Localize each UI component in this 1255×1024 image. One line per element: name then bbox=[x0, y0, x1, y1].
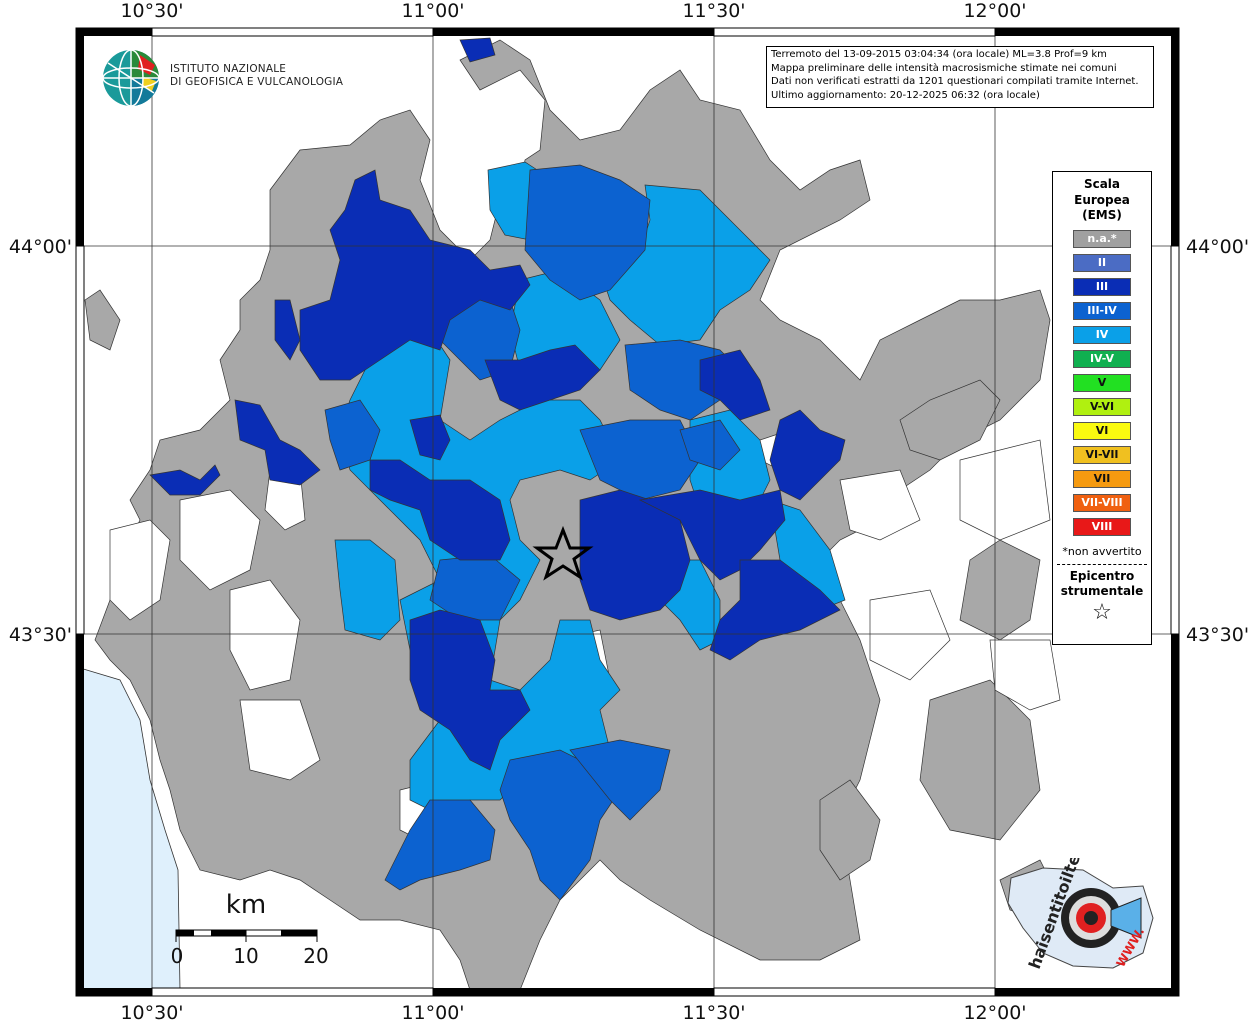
event-info-line: Terremoto del 13-09-2015 03:04:34 (ora l… bbox=[771, 49, 1107, 60]
lon-label-bottom: 10°30' bbox=[120, 1002, 183, 1024]
scale-bar-segment bbox=[176, 930, 194, 936]
lon-label-top: 11°30' bbox=[682, 0, 745, 22]
legend-swatch: n.a.* bbox=[1073, 229, 1131, 248]
legend-swatch: VI-VII bbox=[1073, 445, 1131, 464]
legend-swatch: VII bbox=[1073, 469, 1131, 488]
legend-swatch: III bbox=[1073, 277, 1131, 296]
lat-label-right: 44°00' bbox=[1186, 236, 1249, 258]
legend-swatch: V bbox=[1073, 373, 1131, 392]
legend-title-line: Scala bbox=[1083, 177, 1121, 191]
intensity-legend: Scala Europea (EMS) n.a.* II III III-IV IV IV… bbox=[1052, 171, 1152, 645]
scale-bar-segment bbox=[281, 930, 317, 936]
legend-swatch: II bbox=[1073, 253, 1131, 272]
graticule bbox=[80, 28, 1177, 992]
legend-swatch: VIII bbox=[1073, 517, 1131, 536]
scale-bar-segment bbox=[211, 930, 246, 936]
map-frame bbox=[75, 27, 1180, 997]
legend-title-line: (EMS) bbox=[1082, 208, 1122, 222]
legend-epicenter-label: Epicentro strumentale bbox=[1053, 569, 1151, 599]
event-info-line: Mappa preliminare delle intensità macros… bbox=[771, 62, 1117, 74]
scale-tick-label: 10 bbox=[233, 944, 258, 968]
na-municipalities bbox=[84, 39, 1061, 991]
legend-title-line: Europea bbox=[1074, 192, 1130, 207]
legend-swatch: VII-VIII bbox=[1073, 493, 1131, 512]
axis-labels: 10°30' 11°00' 11°30' 12°00' 10°30' 11°00… bbox=[9, 0, 1249, 1024]
ingv-logo: ISTITUTO NAZIONALE DI GEOFISICA E VULCAN… bbox=[100, 47, 343, 109]
legend-swatch: IV bbox=[1073, 325, 1131, 344]
scale-tick-label: 0 bbox=[171, 944, 184, 968]
legend-swatch: IV-V bbox=[1073, 349, 1131, 368]
lat-label-left: 44°00' bbox=[9, 236, 72, 258]
scale-bar: km 0 10 20 bbox=[160, 888, 340, 968]
lon-label-top: 12°00' bbox=[963, 0, 1026, 22]
ingv-line-1: ISTITUTO NAZIONALE bbox=[170, 63, 287, 75]
legend-note: *non avvertito bbox=[1062, 544, 1142, 558]
intensity-iii-areas bbox=[149, 37, 846, 771]
legend-swatches: n.a.* II III III-IV IV IV-V V V-VI VI VI-VII VII VI… bbox=[1053, 229, 1151, 536]
scale-unit: km bbox=[226, 890, 266, 920]
event-info-box: Terremoto del 13-09-2015 03:04:34 (ora l… bbox=[766, 46, 1154, 108]
epicenter-star-icon bbox=[532, 525, 594, 581]
ingv-globe-icon bbox=[102, 49, 160, 107]
ingv-line-2: DI GEOFISICA E VULCANOLOGIA bbox=[170, 76, 344, 88]
legend-swatch: III-IV bbox=[1073, 301, 1131, 320]
lon-label-bottom: 11°00' bbox=[401, 1002, 464, 1024]
legend-swatch: VI bbox=[1073, 421, 1131, 440]
lon-label-bottom: 12°00' bbox=[963, 1002, 1026, 1024]
legend-star-icon: ☆ bbox=[1092, 599, 1112, 625]
legend-title: Scala Europea (EMS) bbox=[1053, 177, 1151, 224]
legend-divider bbox=[1057, 563, 1147, 565]
haisentito-logo: haisentitoilterremoto.it WWW. bbox=[1003, 765, 1173, 978]
lon-label-bottom: 11°30' bbox=[682, 1002, 745, 1024]
lon-label-top: 11°00' bbox=[401, 0, 464, 22]
legend-swatch: V-VI bbox=[1073, 397, 1131, 416]
event-info-line: Dati non verificati estratti da 1201 que… bbox=[771, 76, 1139, 87]
legend-epicenter-line: strumentale bbox=[1060, 583, 1144, 598]
event-info-line: Ultimo aggiornamento: 20-12-2025 06:32 (… bbox=[771, 89, 1040, 101]
lon-label-top: 10°30' bbox=[120, 0, 183, 22]
lat-label-right: 43°30' bbox=[1186, 624, 1249, 646]
legend-epicenter-line: Epicentro bbox=[1069, 568, 1135, 583]
lat-label-left: 43°30' bbox=[9, 624, 72, 646]
scale-tick-label: 20 bbox=[303, 944, 328, 968]
